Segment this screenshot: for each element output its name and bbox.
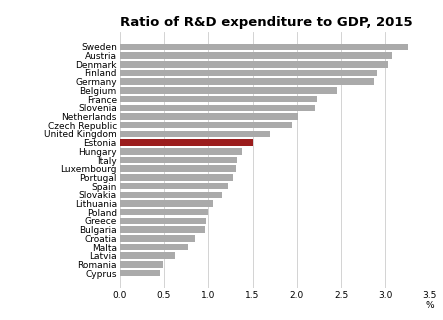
Bar: [120, 52, 392, 59]
Bar: [120, 44, 408, 50]
Bar: [120, 122, 292, 128]
Bar: [120, 174, 233, 181]
Bar: [120, 192, 222, 198]
Bar: [120, 165, 236, 172]
Bar: [120, 70, 377, 76]
Text: Ratio of R&D expenditure to GDP, 2015: Ratio of R&D expenditure to GDP, 2015: [120, 16, 412, 29]
Bar: [120, 226, 205, 233]
Bar: [120, 148, 242, 155]
Bar: [120, 139, 253, 146]
Bar: [120, 270, 160, 276]
Bar: [120, 131, 270, 137]
Bar: [120, 235, 195, 242]
Bar: [120, 218, 206, 224]
Bar: [120, 252, 175, 259]
Bar: [120, 78, 374, 85]
Bar: [120, 105, 315, 111]
Text: %: %: [425, 301, 434, 310]
Bar: [120, 244, 188, 250]
Bar: [120, 61, 388, 68]
Bar: [120, 200, 213, 207]
Bar: [120, 183, 228, 189]
Bar: [120, 87, 337, 94]
Bar: [120, 209, 208, 215]
Bar: [120, 157, 237, 163]
Bar: [120, 96, 317, 102]
Bar: [120, 261, 163, 268]
Bar: [120, 113, 298, 120]
